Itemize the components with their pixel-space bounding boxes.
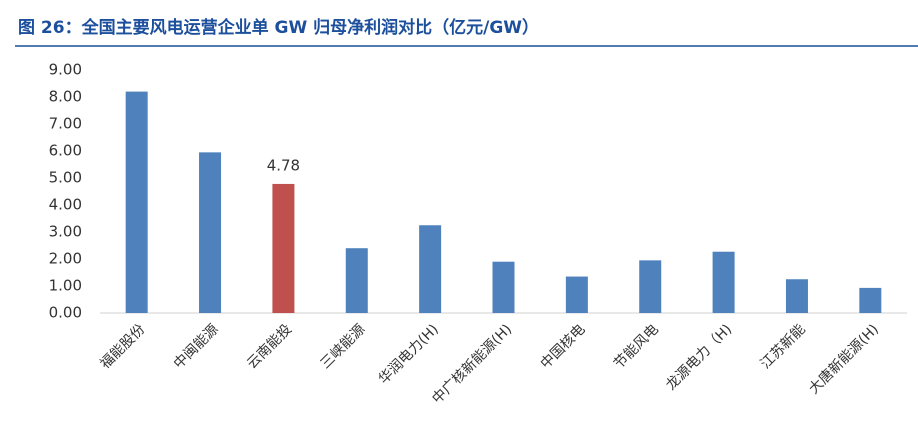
x-tick-label: 中广核新能源(H): [429, 321, 515, 407]
x-tick-label: 节能风电: [611, 321, 662, 372]
y-tick-label: 6.00: [49, 142, 82, 160]
y-tick-label: 2.00: [49, 250, 82, 268]
x-tick-label: 云南能投: [244, 321, 295, 372]
x-tick-label: 中国核电: [538, 321, 589, 372]
y-tick-label: 4.00: [49, 196, 82, 214]
bar: [125, 91, 148, 313]
y-tick-label: 1.00: [49, 277, 82, 295]
y-tick-label: 3.00: [49, 223, 82, 241]
x-tick-label: 江苏新能: [758, 321, 809, 372]
x-tick-label: 福能股份: [97, 321, 148, 372]
y-tick-label: 0.00: [49, 304, 82, 322]
bar: [712, 251, 735, 313]
chart-title: 图 26：全国主要风电运营企业单 GW 归母净利润对比（亿元/GW）: [18, 17, 539, 38]
bar: [492, 261, 515, 313]
bar: [272, 183, 295, 313]
bar: [565, 276, 588, 313]
bar: [639, 260, 662, 313]
y-tick-label: 8.00: [49, 88, 82, 106]
x-tick-label: 龙源电力（H): [663, 321, 735, 393]
bar: [859, 287, 882, 313]
y-tick-label: 9.00: [49, 61, 82, 79]
x-tick-label: 大唐新能源(H): [805, 321, 882, 398]
x-tick-label: 三峡能源: [318, 321, 369, 372]
y-tick-label: 5.00: [49, 169, 82, 187]
y-tick-label: 7.00: [49, 115, 82, 133]
bar: [419, 225, 442, 313]
bar: [199, 152, 222, 313]
x-tick-label: 中闽能源: [171, 321, 222, 372]
x-tick-label: 华润电力(H): [376, 321, 442, 387]
data-label: 4.78: [267, 156, 300, 174]
bar: [785, 279, 808, 313]
bar: [345, 248, 368, 313]
